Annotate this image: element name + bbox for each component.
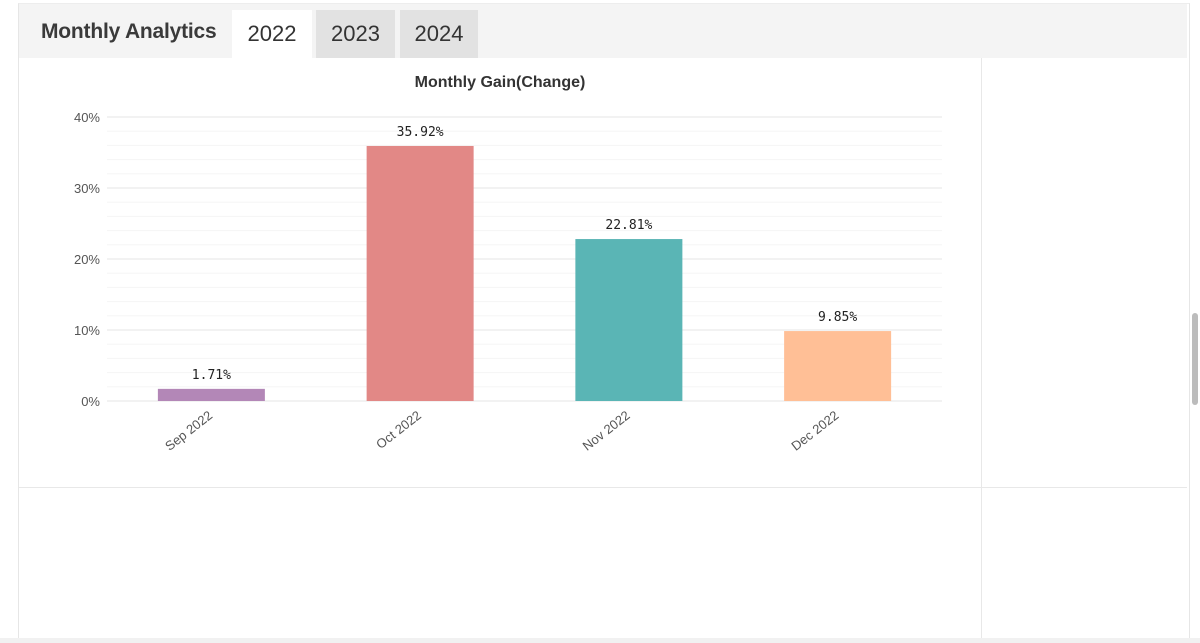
y-tick-label: 40% [74,110,100,125]
bar-value-label: 22.81% [605,218,652,233]
tab-2024[interactable]: 2024 [400,10,478,58]
tab-2022[interactable]: 2022 [232,10,312,58]
x-axis: Sep 2022 Oct 2022 Nov 2022 Dec 2022 [162,408,841,454]
x-category-label: Sep 2022 [162,408,215,454]
bar-value-label: 9.85% [818,310,857,325]
content-frame [18,3,1190,642]
panel-divider-vertical [981,58,982,643]
bar-value-label: 1.71% [192,368,231,383]
bar [784,331,892,401]
x-category-label: Dec 2022 [788,408,841,454]
bar-value-label: 35.92% [397,125,444,140]
x-category-label: Nov 2022 [580,408,633,454]
bottom-edge [0,638,1200,643]
panel-divider-horizontal [19,487,1187,488]
y-tick-label: 30% [74,181,100,196]
y-axis: 0% 10% 20% 30% 40% [74,110,100,409]
page-title: Monthly Analytics [41,20,217,43]
bar [575,239,683,401]
tab-2023[interactable]: 2023 [316,10,395,58]
bars [157,145,892,401]
data-labels: 1.71% 35.92% 22.81% 9.85% [192,125,858,383]
chart-title: Monthly Gain(Change) [415,74,586,91]
x-category-label: Oct 2022 [373,408,424,452]
bar [366,145,474,401]
y-tick-label: 20% [74,252,100,267]
bar [157,388,265,401]
header-bar [19,4,1187,58]
y-tick-label: 0% [81,394,100,409]
y-tick-label: 10% [74,323,100,338]
scrollbar-thumb[interactable] [1192,313,1198,405]
